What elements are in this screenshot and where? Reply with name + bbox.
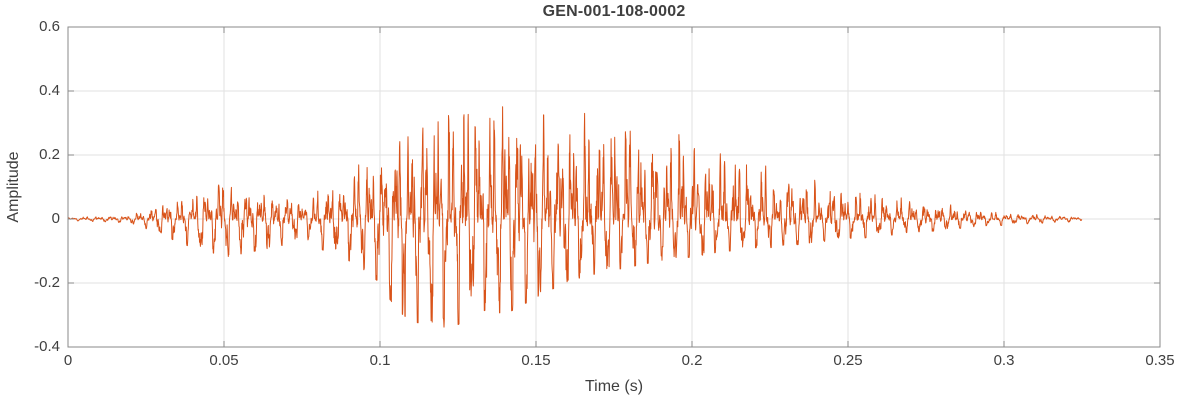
x-tick-label: 0.25 [833,352,863,369]
axes-box [67,26,1161,348]
x-axis-label: Time (s) [584,378,644,395]
x-tick-label: 0.1 [369,352,391,369]
x-tick-label: 0.15 [521,352,551,369]
y-tick-label: 0.4 [39,82,60,99]
x-tick-label: 0.3 [993,352,1015,369]
chart-title: GEN-001-108-0002 [542,3,686,20]
y-tick-label: 0.2 [39,146,60,163]
y-tick-label: 0 [51,210,60,227]
x-tick-label: 0.2 [681,352,703,369]
x-tick-label: 0.35 [1145,352,1175,369]
y-tick-label: -0.4 [34,338,60,355]
y-tick-label: 0.6 [39,18,60,35]
x-tick-label: 0.05 [209,352,239,369]
y-tick-label: -0.2 [34,274,60,291]
x-tick-label: 0 [63,352,73,369]
waveform-line [67,106,1083,328]
